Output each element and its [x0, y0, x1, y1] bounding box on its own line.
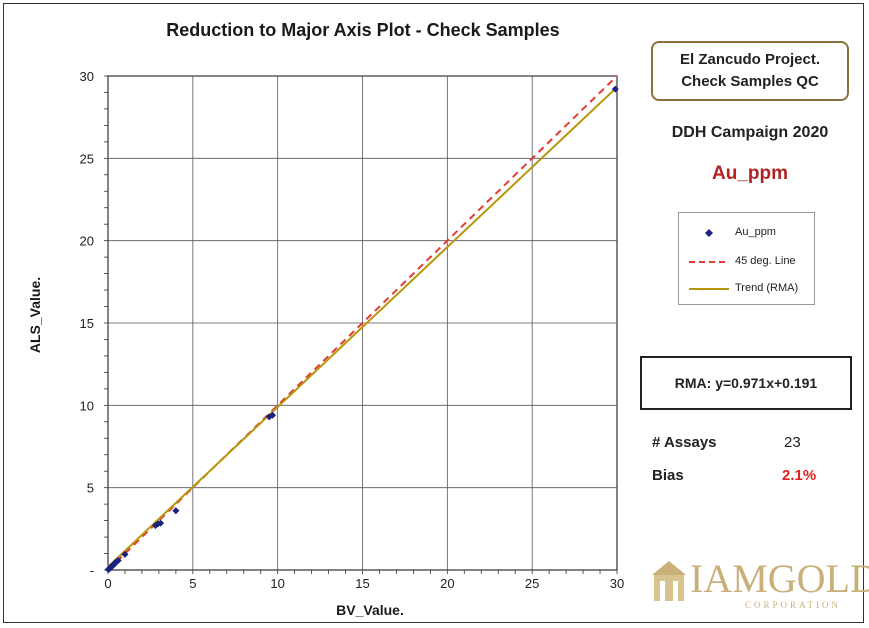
legend-item-au-ppm: Au_ppm — [679, 223, 816, 243]
x-tick-label: 10 — [270, 576, 284, 591]
data-point-au-ppm — [114, 556, 122, 564]
campaign-label: DDH Campaign 2020 — [671, 124, 829, 141]
y-tick-label: 20 — [80, 234, 94, 249]
mine-building-icon — [652, 561, 686, 601]
diamond-marker-icon — [705, 229, 713, 237]
data-point-au-ppm — [611, 85, 619, 93]
dashed-line-icon — [689, 261, 729, 263]
logo-subtitle: CORPORATION — [745, 600, 842, 610]
legend-label: 45 deg. Line — [735, 255, 796, 267]
legend: Au_ppm 45 deg. Line Trend (RMA) — [678, 212, 815, 305]
x-tick-label: 20 — [440, 576, 454, 591]
project-subtitle: Check Samples QC — [681, 73, 819, 90]
company-logo: IAMGOLD CORPORATION — [650, 553, 869, 615]
legend-label: Au_ppm — [735, 226, 776, 238]
data-point-au-ppm — [157, 519, 165, 527]
y-tick-label: 10 — [80, 398, 94, 413]
legend-label: Trend (RMA) — [735, 282, 799, 294]
y-tick-label: 25 — [80, 151, 94, 166]
data-points — [104, 85, 619, 574]
chart-frame — [3, 3, 864, 623]
series-45-deg-line — [107, 75, 618, 571]
project-title-box: El Zancudo Project. Check Samples QC — [651, 41, 849, 101]
legend-item-trend-rma: Trend (RMA) — [679, 279, 816, 299]
y-axis-label: ALS_Value. — [27, 276, 43, 354]
element-label: Au_ppm — [712, 163, 788, 184]
legend-item-45-deg-line: 45 deg. Line — [679, 252, 816, 272]
bias-value: 2.1% — [782, 467, 817, 484]
logo-wordmark: IAMGOLD — [690, 556, 869, 601]
project-name: El Zancudo Project. — [679, 51, 821, 68]
series-trend-rma-line — [107, 86, 618, 568]
x-tick-label: 30 — [610, 576, 624, 591]
bias-label: Bias — [652, 467, 684, 484]
assays-label: # Assays — [652, 434, 717, 451]
x-tick-label: 0 — [104, 576, 111, 591]
data-point-au-ppm — [121, 550, 129, 558]
y-tick-label: - — [90, 563, 94, 578]
y-tick-label: 5 — [87, 481, 94, 496]
x-tick-label: 25 — [525, 576, 539, 591]
data-point-au-ppm — [269, 411, 277, 419]
y-tick-label: 15 — [80, 316, 94, 331]
tick-labels: 0 5 10 15 20 25 30 - 5 10 15 20 25 30 — [80, 69, 625, 591]
x-axis-label: BV_Value. — [336, 602, 404, 618]
x-tick-label: 15 — [355, 576, 369, 591]
x-tick-label: 5 — [189, 576, 196, 591]
data-point-au-ppm — [172, 507, 180, 515]
assays-value: 23 — [784, 434, 801, 451]
solid-line-icon — [689, 288, 729, 290]
y-tick-label: 30 — [80, 69, 94, 84]
rma-equation-box: RMA: y=0.971x+0.191 — [640, 356, 852, 410]
series-lines — [107, 75, 618, 571]
chart-title: Reduction to Major Axis Plot - Check Sam… — [166, 20, 560, 40]
